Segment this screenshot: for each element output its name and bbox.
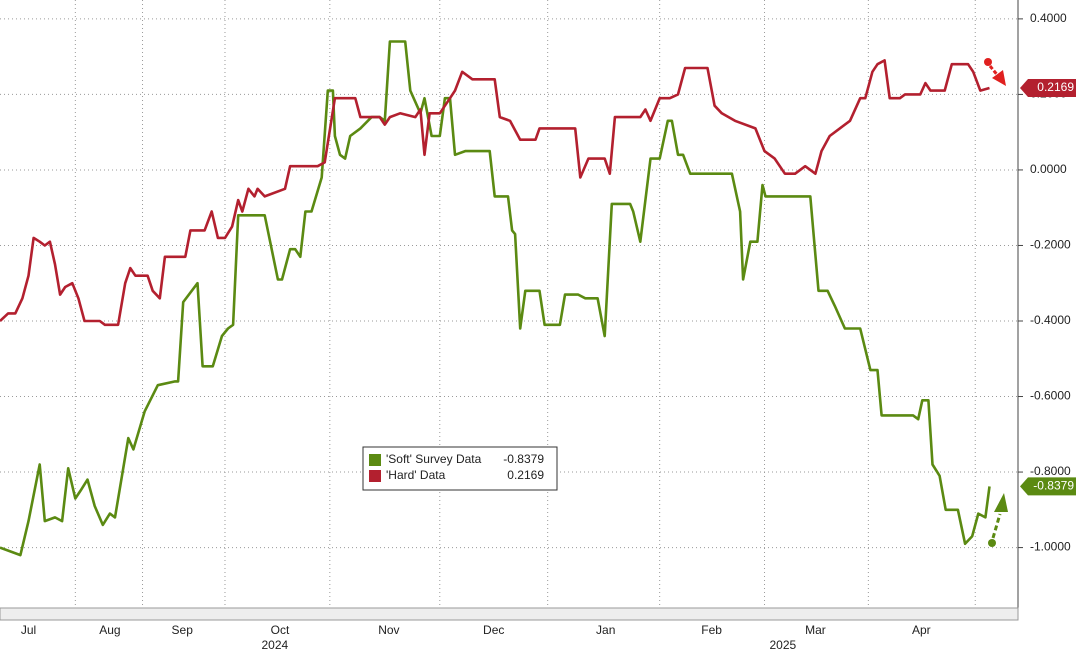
- arrow-shaft: [988, 65, 1001, 78]
- y-tick-label: 0.4000: [1030, 11, 1067, 25]
- legend-label: 'Soft' Survey Data: [386, 452, 482, 466]
- last-value-tag: [1020, 79, 1076, 98]
- y-tick-label: -0.2000: [1030, 238, 1071, 252]
- legend-swatch: [369, 454, 381, 466]
- arrow-head: [992, 70, 1006, 86]
- series-line: [0, 40, 991, 557]
- green-arrow: [988, 493, 1008, 547]
- legend-swatch: [369, 470, 381, 482]
- x-tick-label: Aug: [99, 623, 120, 637]
- x-tick-label: Nov: [378, 623, 399, 637]
- y-tick-label: -0.4000: [1030, 313, 1071, 327]
- arrow-dot: [984, 58, 992, 66]
- last-value-tag: [1020, 477, 1076, 496]
- red-arrow: [984, 58, 1006, 86]
- x-tick-label: Jan: [596, 623, 615, 637]
- legend-value: -0.8379: [503, 452, 544, 466]
- x-tick-label: Sep: [172, 623, 194, 637]
- legend-value: 0.2169: [507, 468, 544, 482]
- y-tick-label: -1.0000: [1030, 540, 1071, 554]
- year-label: 2024: [262, 638, 289, 652]
- arrow-head: [994, 493, 1008, 512]
- axes: 0.40000.20000.0000-0.2000-0.4000-0.6000-…: [21, 11, 1076, 652]
- series-line: [0, 59, 990, 327]
- year-label: 2025: [769, 638, 796, 652]
- arrow-shaft: [991, 513, 1002, 539]
- x-tick-label: Feb: [701, 623, 722, 637]
- y-tick-label: -0.6000: [1030, 389, 1071, 403]
- legend-box: [362, 446, 558, 491]
- x-tick-label: Mar: [805, 623, 826, 637]
- lines: [0, 40, 991, 557]
- legend: 'Soft' Survey Data -0.8379 'Hard' Data 0.21…: [362, 446, 558, 491]
- y-tick-label: 0.0000: [1030, 162, 1067, 176]
- last-value-label: 0.2169: [1037, 80, 1074, 94]
- arrow-dot: [988, 539, 996, 547]
- x-tick-label: Jul: [21, 623, 36, 637]
- x-axis-strip: [0, 607, 1019, 621]
- last-value-label: -0.8379: [1033, 479, 1074, 493]
- x-tick-label: Apr: [912, 623, 931, 637]
- x-tick-label: Oct: [271, 623, 290, 637]
- y-tick-label: -0.8000: [1030, 464, 1071, 478]
- x-tick-label: Dec: [483, 623, 504, 637]
- legend-label: 'Hard' Data: [386, 468, 446, 482]
